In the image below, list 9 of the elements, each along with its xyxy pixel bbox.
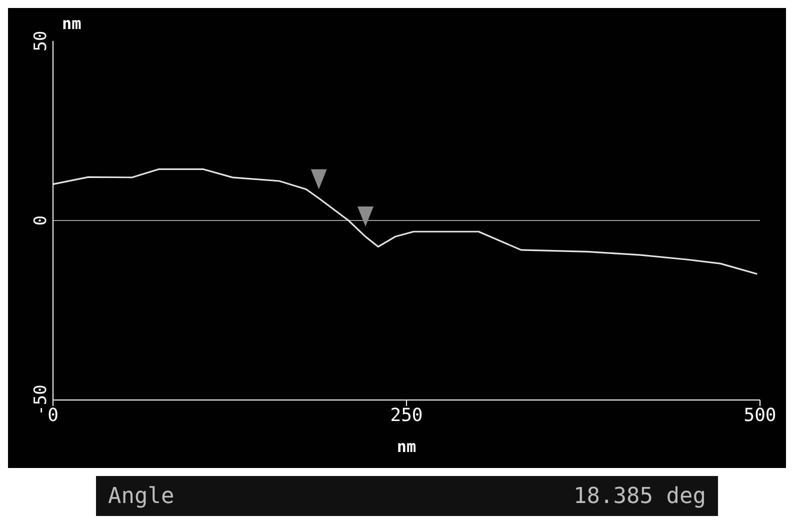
x-tick-label: 500 <box>744 404 776 426</box>
line-series <box>53 168 758 275</box>
y-tick-label: 0 <box>31 215 51 226</box>
text: Angle <box>108 484 174 508</box>
text: 18.385 deg <box>574 484 706 508</box>
x-tick-label: 250 <box>390 404 423 426</box>
x-axis-title: nm <box>396 437 416 456</box>
y-tick-label: 50 <box>31 30 51 52</box>
y-axis-title: nm <box>62 14 82 33</box>
